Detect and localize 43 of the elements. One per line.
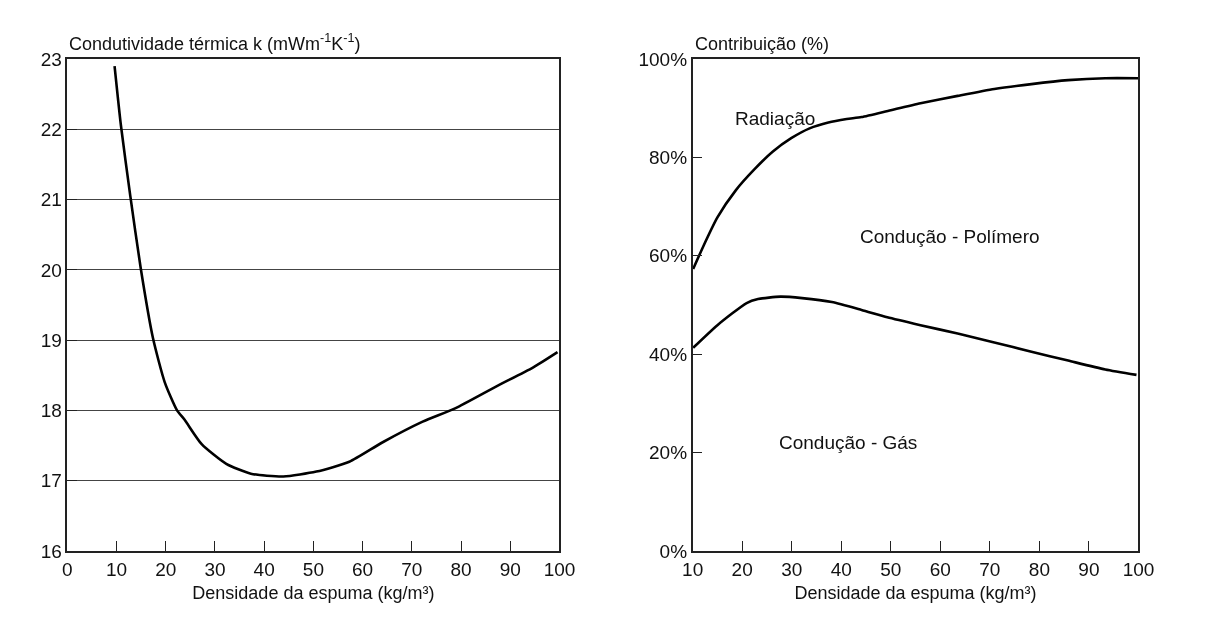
y-axis-title: Condutividade térmica k (mWm$^{-1}$K$^{-1}$)	[69, 31, 361, 54]
x-tick-label: 80	[450, 558, 472, 580]
line-series	[692, 76, 1139, 271]
x-tick-label: 30	[781, 558, 803, 580]
x-axis-title: Densidade da espuma (kg/m³)	[192, 583, 435, 604]
x-tick-label: 40	[830, 558, 852, 580]
y-tick-label: 80%	[649, 147, 688, 169]
annotation: Radiação	[735, 108, 816, 129]
x-tick-label: 60	[929, 558, 951, 580]
x-tick-label: 40	[253, 558, 275, 580]
annotation: Condução - Gás	[779, 432, 918, 453]
y-tick-label: 18	[40, 400, 62, 422]
x-tick-label: 50	[880, 558, 902, 580]
y-tick-label: 20%	[649, 442, 688, 464]
x-tick-label: 10	[105, 558, 128, 580]
y-axis-title: Contribuição (%)	[695, 34, 830, 54]
y-tick-label: 100%	[638, 48, 688, 70]
line-series	[113, 64, 559, 478]
y-tick-label: 60%	[649, 245, 688, 267]
y-tick-label: 19	[40, 329, 62, 351]
x-tick-label: 100	[543, 558, 576, 580]
y-tick-label: 23	[40, 48, 62, 70]
x-tick-label: 0	[62, 558, 73, 580]
x-tick-label: 70	[979, 558, 1001, 580]
line-series	[692, 295, 1138, 377]
x-tick-label: 20	[155, 558, 177, 580]
x-tick-label: 30	[204, 558, 226, 580]
x-tick-label: 20	[731, 558, 753, 580]
y-tick-label: 21	[40, 189, 62, 211]
x-tick-label: 90	[1078, 558, 1100, 580]
x-tick-label: 50	[302, 558, 324, 580]
y-tick-label: 22	[40, 118, 62, 140]
y-tick-label: 20	[40, 259, 62, 281]
x-tick-label: 90	[499, 558, 521, 580]
annotation: Condução - Polímero	[860, 226, 1040, 247]
y-tick-label: 17	[40, 470, 62, 492]
y-tick-label: 16	[40, 540, 62, 562]
x-tick-label: 60	[352, 558, 374, 580]
x-tick-label: 100	[1122, 558, 1155, 580]
x-tick-label: 80	[1028, 558, 1050, 580]
x-axis-title: Densidade da espuma (kg/m³)	[794, 583, 1037, 604]
x-tick-label: 70	[401, 558, 423, 580]
y-tick-label: 40%	[649, 343, 688, 365]
